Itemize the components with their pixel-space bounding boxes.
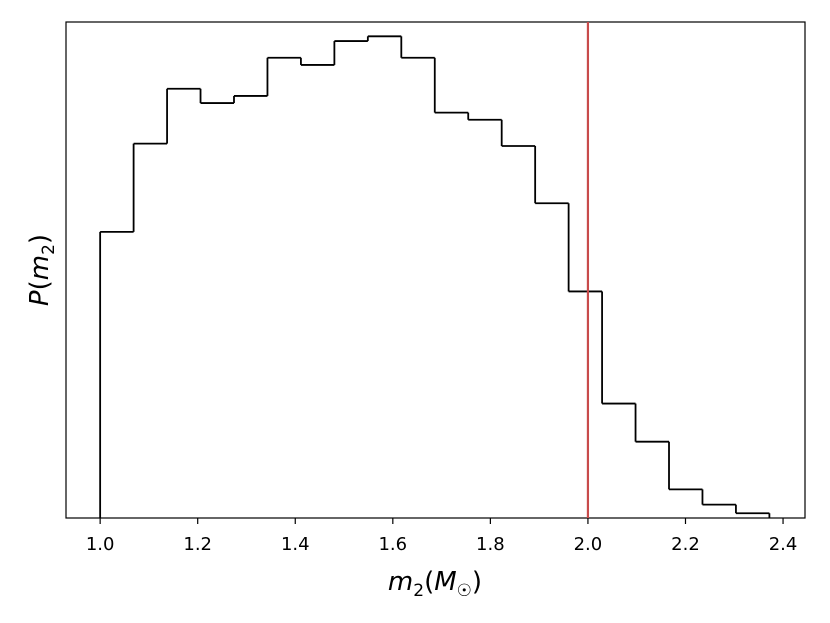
x-label-M: M xyxy=(434,567,456,597)
y-label-P: P xyxy=(25,290,55,306)
x-label-sun: ☉ xyxy=(457,581,472,601)
x-label-close: ) xyxy=(472,567,482,597)
x-label-sub: 2 xyxy=(413,581,424,601)
histogram-bins xyxy=(99,35,771,518)
x-tick-label: 1.8 xyxy=(476,534,505,555)
x-label-open: ( xyxy=(424,567,434,597)
x-tick-label: 1.4 xyxy=(281,534,310,555)
y-label-open: ( xyxy=(25,280,55,290)
x-tick-label: 1.6 xyxy=(378,534,407,555)
x-tick-label: 2.2 xyxy=(671,534,700,555)
x-axis-label: m2(M☉) xyxy=(388,567,482,601)
x-label-m: m xyxy=(388,567,413,597)
y-axis-label: P(m2) xyxy=(25,234,59,306)
x-tick-label: 2.0 xyxy=(574,534,603,555)
plot-frame xyxy=(65,21,806,519)
x-axis-ticks: 1.0 1.2 1.4 1.6 1.8 2.0 2.2 2.4 xyxy=(86,518,798,555)
x-tick-label: 1.2 xyxy=(183,534,212,555)
y-label-m: m xyxy=(25,255,55,280)
y-label-close: ) xyxy=(25,234,55,244)
x-tick-label: 1.0 xyxy=(86,534,115,555)
x-tick-label: 2.4 xyxy=(769,534,798,555)
y-label-sub: 2 xyxy=(39,244,59,255)
